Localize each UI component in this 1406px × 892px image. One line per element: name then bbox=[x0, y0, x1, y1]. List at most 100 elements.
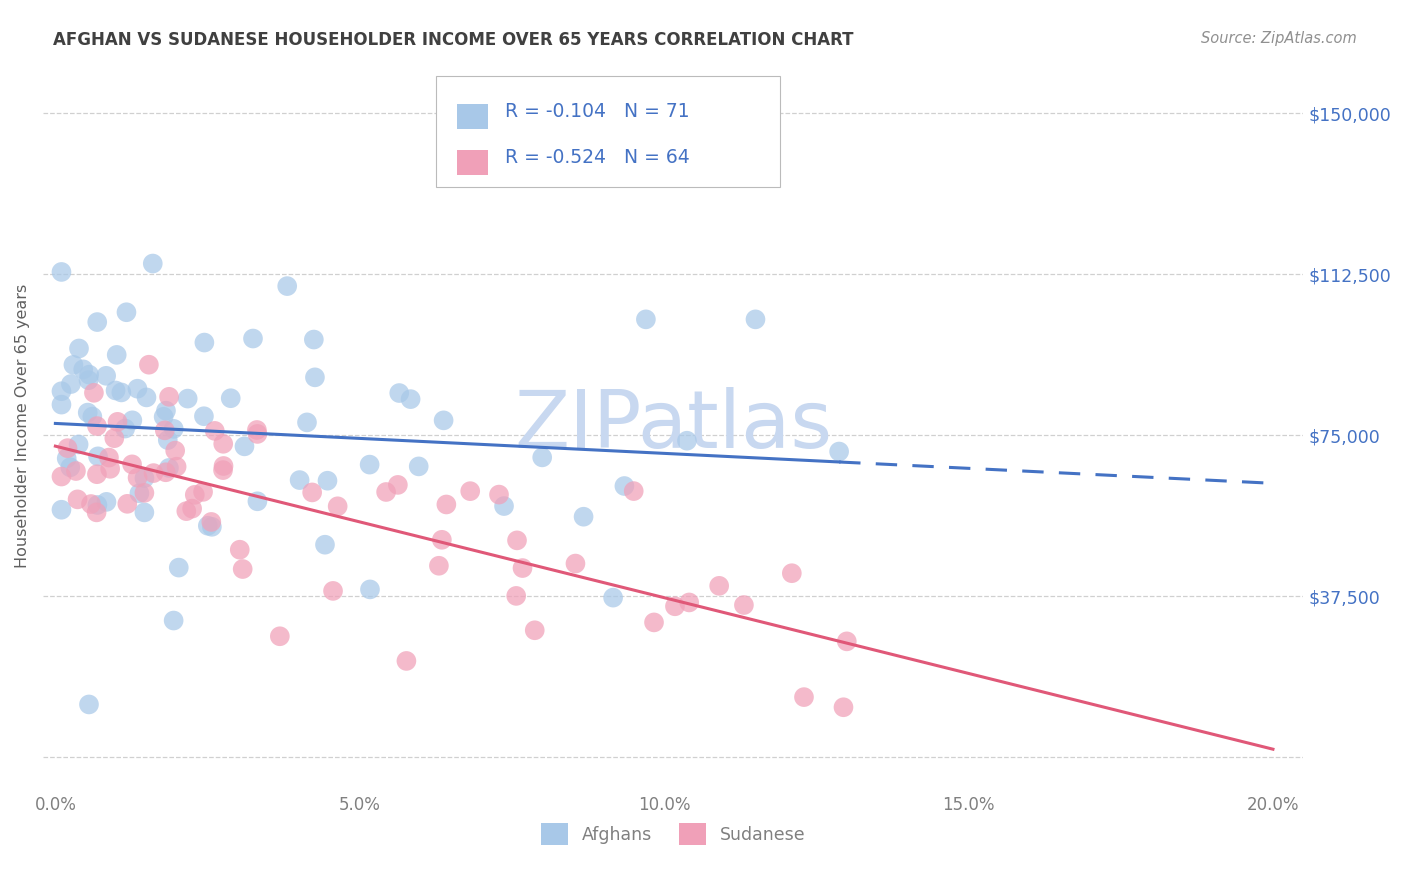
Point bbox=[388, 386, 411, 401]
Point bbox=[96, 495, 118, 509]
Point bbox=[59, 460, 82, 475]
Point bbox=[152, 409, 174, 424]
Point bbox=[80, 497, 103, 511]
Point bbox=[427, 558, 450, 573]
Point bbox=[492, 499, 515, 513]
Point bbox=[86, 419, 108, 434]
Point bbox=[51, 398, 73, 412]
Point bbox=[121, 458, 143, 472]
Point bbox=[104, 384, 127, 398]
Point bbox=[86, 315, 108, 329]
Point bbox=[304, 370, 326, 384]
Point bbox=[301, 485, 323, 500]
Point bbox=[531, 450, 554, 465]
Point bbox=[506, 533, 529, 548]
Point bbox=[66, 492, 89, 507]
Point bbox=[316, 474, 339, 488]
Point bbox=[709, 579, 731, 593]
Point bbox=[201, 520, 224, 534]
Text: R = -0.524   N = 64: R = -0.524 N = 64 bbox=[505, 148, 689, 168]
Point bbox=[157, 390, 180, 404]
Point bbox=[430, 533, 453, 547]
Point bbox=[127, 471, 149, 485]
Point bbox=[434, 498, 457, 512]
Point bbox=[134, 471, 156, 485]
Point bbox=[77, 368, 100, 382]
Point bbox=[76, 406, 98, 420]
Point bbox=[56, 441, 79, 455]
Point bbox=[242, 332, 264, 346]
Point bbox=[458, 484, 481, 499]
Point bbox=[488, 487, 510, 501]
Point bbox=[51, 384, 73, 399]
Point bbox=[387, 478, 409, 492]
Point bbox=[103, 431, 125, 445]
Point bbox=[176, 392, 198, 406]
Point bbox=[115, 305, 138, 319]
Text: AFGHAN VS SUDANESE HOUSEHOLDER INCOME OVER 65 YEARS CORRELATION CHART: AFGHAN VS SUDANESE HOUSEHOLDER INCOME OV… bbox=[53, 31, 853, 49]
Point bbox=[193, 335, 215, 350]
Point bbox=[664, 599, 686, 614]
Point bbox=[110, 385, 132, 400]
Point bbox=[51, 502, 73, 516]
Text: R = -0.104   N = 71: R = -0.104 N = 71 bbox=[505, 103, 689, 121]
Y-axis label: Householder Income Over 65 years: Householder Income Over 65 years bbox=[15, 284, 30, 567]
Point bbox=[107, 415, 129, 429]
Point bbox=[200, 515, 222, 529]
Point bbox=[155, 403, 177, 417]
Point bbox=[219, 391, 242, 405]
Text: Source: ZipAtlas.com: Source: ZipAtlas.com bbox=[1201, 31, 1357, 46]
Point bbox=[153, 423, 176, 437]
Point bbox=[828, 444, 851, 458]
Point bbox=[97, 450, 120, 465]
Point bbox=[212, 458, 235, 473]
Point bbox=[832, 700, 855, 714]
Point bbox=[86, 498, 108, 512]
Point bbox=[135, 391, 157, 405]
Point bbox=[114, 421, 136, 435]
Point bbox=[134, 486, 156, 500]
Point bbox=[87, 450, 110, 464]
Point bbox=[166, 459, 188, 474]
Point bbox=[51, 265, 73, 279]
Point bbox=[359, 458, 381, 472]
Point bbox=[433, 413, 456, 427]
Point bbox=[165, 443, 187, 458]
Point bbox=[246, 423, 269, 437]
Point bbox=[572, 509, 595, 524]
Point bbox=[676, 434, 699, 448]
Point bbox=[142, 466, 165, 480]
Point bbox=[163, 422, 186, 436]
Point bbox=[246, 426, 269, 441]
Point bbox=[564, 557, 586, 571]
Point bbox=[326, 500, 349, 514]
Point bbox=[51, 469, 73, 483]
Point bbox=[269, 629, 291, 643]
Point bbox=[197, 518, 219, 533]
Point bbox=[288, 473, 311, 487]
Point bbox=[127, 382, 149, 396]
Point bbox=[302, 333, 325, 347]
Point bbox=[77, 373, 100, 387]
Point bbox=[77, 698, 100, 712]
Point bbox=[181, 501, 204, 516]
Point bbox=[678, 595, 700, 609]
Point bbox=[191, 484, 214, 499]
Point bbox=[105, 348, 128, 362]
Point bbox=[246, 494, 269, 508]
Point bbox=[142, 256, 165, 270]
Point bbox=[128, 486, 150, 500]
Point bbox=[86, 505, 108, 519]
Point bbox=[523, 624, 546, 638]
Point bbox=[117, 497, 139, 511]
Point bbox=[602, 591, 624, 605]
Point bbox=[229, 542, 252, 557]
Point bbox=[156, 433, 179, 447]
Point bbox=[399, 392, 422, 406]
Point bbox=[233, 439, 256, 453]
Point bbox=[780, 566, 803, 581]
Point bbox=[121, 413, 143, 427]
Point bbox=[512, 561, 534, 575]
Point bbox=[62, 358, 84, 372]
Point bbox=[744, 312, 766, 326]
